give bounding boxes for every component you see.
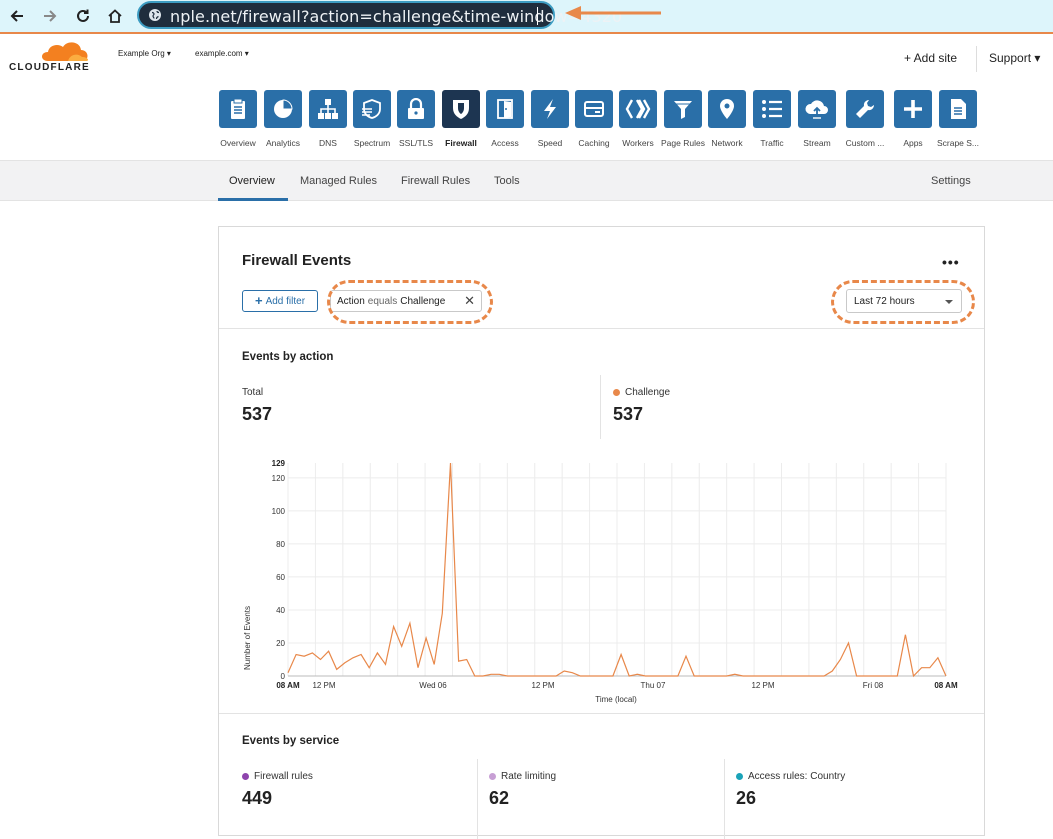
- x-tick-label: 12 PM: [312, 681, 335, 690]
- firewall-shield-icon: [442, 90, 480, 128]
- forward-arrow-icon[interactable]: [38, 4, 62, 28]
- events-by-action-title: Events by action: [242, 351, 334, 363]
- firewall-events-card: Firewall Events ••• + Add filter Action …: [218, 226, 985, 839]
- stat-divider: [600, 375, 601, 439]
- x-tick-label: 12 PM: [531, 681, 554, 690]
- service-value: 449: [242, 788, 273, 808]
- tab-settings[interactable]: Settings: [931, 175, 971, 187]
- challenge-label: Challenge: [613, 387, 670, 398]
- add-filter-button[interactable]: + Add filter: [242, 290, 318, 312]
- rate-limiting-dot-icon: [489, 773, 496, 780]
- x-tick-label: Fri 08: [863, 681, 884, 690]
- stat-divider: [724, 759, 725, 839]
- service-label: Access rules: Country: [736, 771, 845, 782]
- plus-icon: [894, 90, 932, 128]
- domain-selector[interactable]: example.com ▾: [195, 49, 249, 58]
- back-arrow-icon[interactable]: [5, 4, 29, 28]
- network-icon: [309, 90, 347, 128]
- x-tick-label: 08 AM: [934, 681, 958, 690]
- header-divider: [976, 46, 977, 72]
- stat-divider: [477, 759, 478, 839]
- y-tick-label: 60: [276, 573, 285, 582]
- active-tab-indicator: [218, 198, 288, 201]
- service-label: Rate limiting: [489, 771, 556, 782]
- y-tick-label: 0: [281, 672, 286, 681]
- annotation-highlight: [831, 280, 975, 324]
- clipboard-icon: [219, 90, 257, 128]
- server-icon: [575, 90, 613, 128]
- list-icon: [753, 90, 791, 128]
- y-tick-label: 120: [272, 474, 286, 483]
- y-tick-label: 20: [276, 639, 285, 648]
- browser-divider: [0, 32, 1053, 34]
- x-tick-label: 08 AM: [276, 681, 300, 690]
- lightning-icon: [531, 90, 569, 128]
- pie-chart-icon: [264, 90, 302, 128]
- workers-icon: [619, 90, 657, 128]
- section-divider: [219, 328, 984, 329]
- y-tick-label: 40: [276, 606, 285, 615]
- events-by-service-title: Events by service: [242, 735, 340, 747]
- challenge-series-line: [287, 462, 947, 678]
- challenge-value: 537: [613, 404, 644, 424]
- service-value: 62: [489, 788, 510, 808]
- total-value: 537: [242, 404, 273, 424]
- remove-filter-icon[interactable]: ✕: [464, 293, 475, 308]
- tab-firewall-rules[interactable]: Firewall Rules: [401, 175, 471, 187]
- access-rules-dot-icon: [736, 773, 743, 780]
- support-menu[interactable]: Support ▾: [989, 51, 1041, 65]
- home-icon[interactable]: [103, 4, 127, 28]
- y-tick-label: 129: [272, 459, 286, 468]
- service-label: Firewall rules: [242, 771, 313, 782]
- text-cursor: [537, 7, 538, 25]
- browser-toolbar: nple.net/firewall?action=challenge&time-…: [0, 0, 1053, 32]
- site-header: CLOUDFLARE Example Org ▾ example.com ▾ +…: [0, 34, 1053, 80]
- document-icon: [939, 90, 977, 128]
- section-divider: [219, 713, 984, 714]
- total-label: Total: [242, 387, 264, 398]
- cloud-upload-icon: [798, 90, 836, 128]
- door-icon: [486, 90, 524, 128]
- org-selector[interactable]: Example Org ▾: [118, 49, 171, 58]
- x-tick-label: 12 PM: [751, 681, 774, 690]
- time-window-select[interactable]: Last 72 hours: [846, 289, 962, 313]
- shield-lines-icon: [353, 90, 391, 128]
- add-site-link[interactable]: + Add site: [904, 51, 958, 65]
- annotation-highlight: [327, 280, 493, 324]
- url-text: nple.net/firewall?action=challenge&time-…: [170, 7, 623, 26]
- more-options-icon[interactable]: •••: [942, 254, 960, 270]
- map-pin-icon: [708, 90, 746, 128]
- events-line-chart: 0 20 40 60 80 100 120 129 08 AM 12 PM Wed 06 12 PM…: [243, 459, 958, 704]
- lock-icon: [397, 90, 435, 128]
- filter-icon: [664, 90, 702, 128]
- y-tick-label: 80: [276, 540, 285, 549]
- address-bar[interactable]: nple.net/firewall?action=challenge&time-…: [137, 1, 622, 29]
- wrench-icon: [846, 90, 884, 128]
- reload-icon[interactable]: [71, 4, 95, 28]
- annotation-arrow-icon: [565, 6, 661, 20]
- tab-tools[interactable]: Tools: [494, 175, 520, 187]
- firewall-rules-dot-icon: [242, 773, 249, 780]
- x-axis-title: Time (local): [595, 695, 637, 704]
- service-value: 26: [736, 788, 757, 808]
- card-title: Firewall Events: [242, 252, 352, 269]
- section-tabs: Overview Managed Rules Firewall Rules To…: [0, 160, 1053, 201]
- y-tick-label: 100: [272, 507, 286, 516]
- globe-icon: [149, 9, 161, 21]
- x-tick-label: Wed 06: [419, 681, 447, 690]
- chevron-down-icon: [945, 300, 953, 304]
- cloudflare-logo-icon[interactable]: [38, 39, 92, 63]
- cloudflare-wordmark: CLOUDFLARE: [9, 62, 90, 73]
- x-tick-label: Thu 07: [641, 681, 666, 690]
- challenge-dot-icon: [613, 389, 620, 396]
- tab-managed-rules[interactable]: Managed Rules: [300, 175, 378, 187]
- app-navigation: Overview Analytics DNS Spectrum SSL/TLS …: [0, 88, 1053, 152]
- y-axis-title: Number of Events: [243, 606, 252, 670]
- plus-icon: +: [254, 293, 263, 308]
- tab-overview[interactable]: Overview: [229, 175, 275, 187]
